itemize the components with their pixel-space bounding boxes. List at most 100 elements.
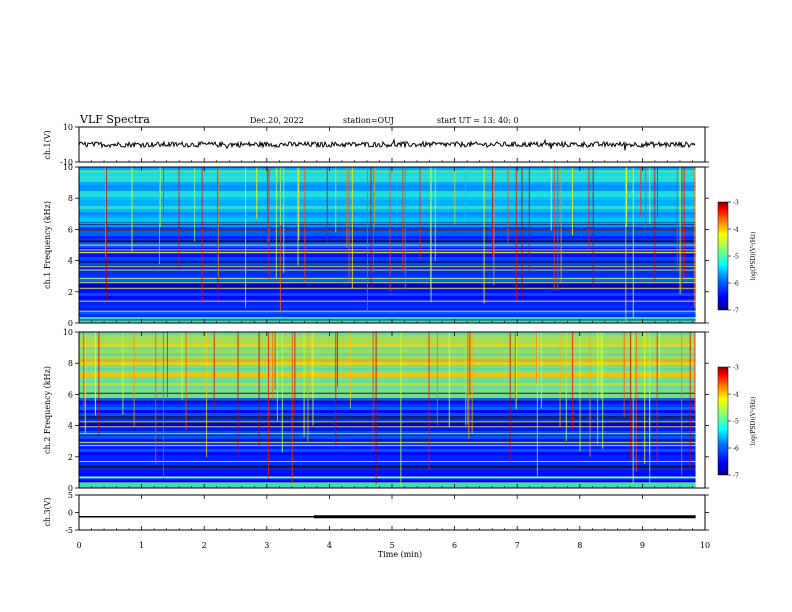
spectrogram-sferic xyxy=(237,332,239,458)
spectrogram-line xyxy=(79,400,696,402)
spectrogram-empty xyxy=(695,167,705,323)
spectrogram-line xyxy=(79,285,696,287)
spectrogram-band xyxy=(79,383,696,386)
spectrogram-band xyxy=(79,275,696,278)
spectrogram-band xyxy=(79,419,696,422)
spectrogram-band xyxy=(79,359,696,362)
y-tick-label: 0 xyxy=(68,509,73,518)
spectrogram-band xyxy=(79,218,696,221)
spectrogram-line xyxy=(79,439,696,441)
ch1-waveform-ylabel: ch.1(V) xyxy=(43,130,52,159)
spectrogram-sferic xyxy=(304,167,306,283)
spectrogram-sferic xyxy=(281,332,283,453)
spectrogram-sferic xyxy=(181,332,183,401)
x-tick-label: 10 xyxy=(700,541,710,550)
spectrogram-band xyxy=(79,380,696,383)
spectrogram-sferic xyxy=(507,167,509,244)
x-tick-label: 7 xyxy=(515,541,520,550)
figure-start-time: start UT = 13: 40: 0 xyxy=(437,116,518,125)
spectrogram-line xyxy=(79,230,696,232)
spectrogram-sferic xyxy=(626,167,628,228)
spectrogram-sferic xyxy=(468,332,470,440)
spectrogram-line xyxy=(79,277,696,279)
spectrogram-sferic xyxy=(571,167,573,236)
ch1-spectrogram-ylabel: ch.1 Frequency (kHz) xyxy=(43,201,52,289)
spectrogram-sferic xyxy=(632,332,634,484)
spectrogram-line xyxy=(79,223,696,225)
spectrogram-line xyxy=(79,460,696,462)
y-tick-label: 10 xyxy=(63,163,73,172)
spectrogram-sferic xyxy=(694,332,696,412)
spectrogram-band xyxy=(79,170,696,173)
spectrogram-sferic xyxy=(681,332,683,476)
spectrogram-sferic xyxy=(268,167,270,280)
spectrogram-band xyxy=(79,311,696,314)
spectrogram-line xyxy=(79,266,696,268)
spectrogram-band xyxy=(79,401,696,404)
spectrogram-sferic xyxy=(649,332,651,455)
spectrogram-line xyxy=(79,241,696,243)
spectrogram-band xyxy=(79,272,696,275)
spectrogram-sferic xyxy=(469,332,471,396)
y-tick-label: 2 xyxy=(68,288,73,297)
colorbar-tick-label: -6 xyxy=(733,281,739,288)
spectrogram-sferic xyxy=(649,167,651,225)
spectrogram-sferic xyxy=(366,167,368,312)
spectrogram-sferic xyxy=(592,167,594,285)
x-tick-label: 0 xyxy=(76,541,81,550)
spectrogram-band xyxy=(79,455,696,458)
spectrogram-band xyxy=(79,176,696,179)
spectrogram-line xyxy=(79,286,696,288)
spectrogram-band xyxy=(79,182,696,185)
spectrogram-sferic xyxy=(419,167,421,261)
spectrogram-sferic xyxy=(258,332,260,449)
spectrogram-band xyxy=(79,263,696,266)
spectrogram-band xyxy=(79,230,696,233)
spectrogram-band xyxy=(79,257,696,260)
spectrogram-sferic xyxy=(155,332,157,465)
ch1-colorbar-ticks: -3 -4 -5 -6 -7 xyxy=(728,200,739,315)
spectrogram-band xyxy=(79,209,696,212)
spectrogram-band xyxy=(79,194,696,197)
spectrogram-band xyxy=(79,452,696,455)
spectrogram-sferic xyxy=(659,332,661,380)
figure-date: Dec.20, 2022 xyxy=(250,116,304,125)
spectrogram-sferic xyxy=(294,332,296,418)
spectrogram-sferic xyxy=(597,332,599,387)
spectrogram-sferic xyxy=(514,332,516,402)
spectrogram-sferic xyxy=(656,167,658,218)
spectrogram-line xyxy=(79,244,696,246)
spectrogram-sferic xyxy=(95,332,97,413)
spectrogram-sferic xyxy=(559,332,561,427)
spectrogram-sferic xyxy=(400,332,402,486)
spectrogram-band xyxy=(79,338,696,341)
figure-station: station=OUJ xyxy=(343,116,394,125)
spectrogram-band xyxy=(79,167,696,170)
ch1-spectrogram-image xyxy=(79,167,705,323)
spectrogram-sferic xyxy=(600,332,602,399)
spectrogram-band xyxy=(79,227,696,230)
spectrogram-line xyxy=(79,310,696,312)
spectrogram-sferic xyxy=(245,167,247,308)
ch1-colorbar-label: log(PSD)(V²/Hz) xyxy=(750,232,757,281)
spectrogram-band xyxy=(79,350,696,353)
colorbar-tick-label: -4 xyxy=(733,227,739,234)
spectrogram-band xyxy=(79,398,696,401)
spectrogram-band xyxy=(79,293,696,296)
spectrogram-sferic xyxy=(163,167,165,218)
spectrogram-sferic xyxy=(483,167,485,304)
spectrogram-sferic xyxy=(515,167,517,301)
spectrogram-line xyxy=(79,222,696,224)
spectrogram-band xyxy=(79,299,696,302)
spectrogram-line xyxy=(79,416,696,418)
ch2-colorbar-ticks: -3 -4 -5 -6 -7 xyxy=(728,365,739,480)
spectrogram-band xyxy=(79,413,696,416)
ch1-colorbar-gradient xyxy=(717,201,729,311)
spectrogram-band xyxy=(79,368,696,371)
spectrogram-empty xyxy=(695,332,705,488)
ch3-waveform-frame xyxy=(78,494,706,531)
spectrogram-sferic xyxy=(346,167,348,248)
spectrogram-band xyxy=(79,314,696,317)
spectrogram-line xyxy=(79,281,696,283)
